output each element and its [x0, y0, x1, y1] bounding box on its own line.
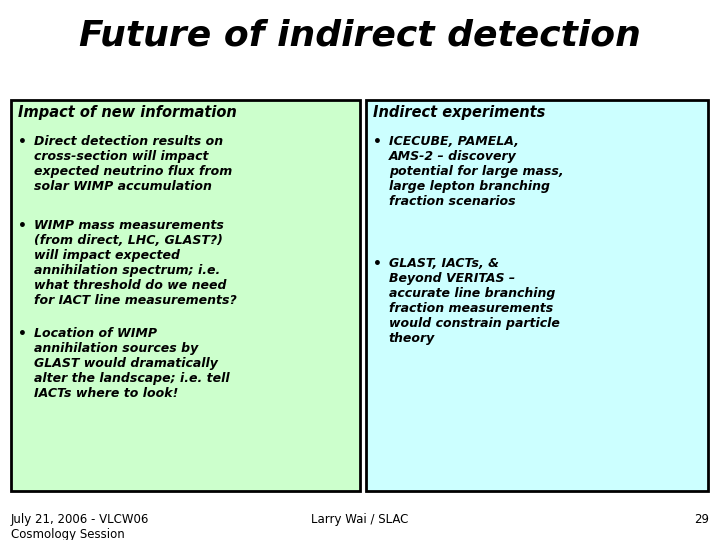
Text: Larry Wai / SLAC: Larry Wai / SLAC	[311, 513, 409, 526]
Text: GLAST, IACTs, &
Beyond VERITAS –
accurate line branching
fraction measurements
w: GLAST, IACTs, & Beyond VERITAS – accurat…	[389, 256, 559, 345]
Text: •: •	[373, 135, 382, 149]
Text: •: •	[18, 219, 27, 233]
Text: 29: 29	[694, 513, 709, 526]
Text: Direct detection results on
cross-section will impact
expected neutrino flux fro: Direct detection results on cross-sectio…	[34, 135, 232, 193]
Text: •: •	[373, 256, 382, 271]
FancyBboxPatch shape	[11, 100, 360, 491]
Text: •: •	[18, 327, 27, 341]
Text: Future of indirect detection: Future of indirect detection	[79, 19, 641, 53]
Text: •: •	[18, 135, 27, 149]
Text: Impact of new information: Impact of new information	[18, 105, 237, 120]
Text: Location of WIMP
annihilation sources by
GLAST would dramatically
alter the land: Location of WIMP annihilation sources by…	[34, 327, 230, 400]
FancyBboxPatch shape	[366, 100, 708, 491]
Text: WIMP mass measurements
(from direct, LHC, GLAST?)
will impact expected
annihilat: WIMP mass measurements (from direct, LHC…	[34, 219, 237, 307]
Text: Indirect experiments: Indirect experiments	[373, 105, 545, 120]
Text: July 21, 2006 - VLCW06
Cosmology Session: July 21, 2006 - VLCW06 Cosmology Session	[11, 513, 149, 540]
Text: ICECUBE, PAMELA,
AMS-2 – discovery
potential for large mass,
large lepton branch: ICECUBE, PAMELA, AMS-2 – discovery poten…	[389, 135, 564, 208]
